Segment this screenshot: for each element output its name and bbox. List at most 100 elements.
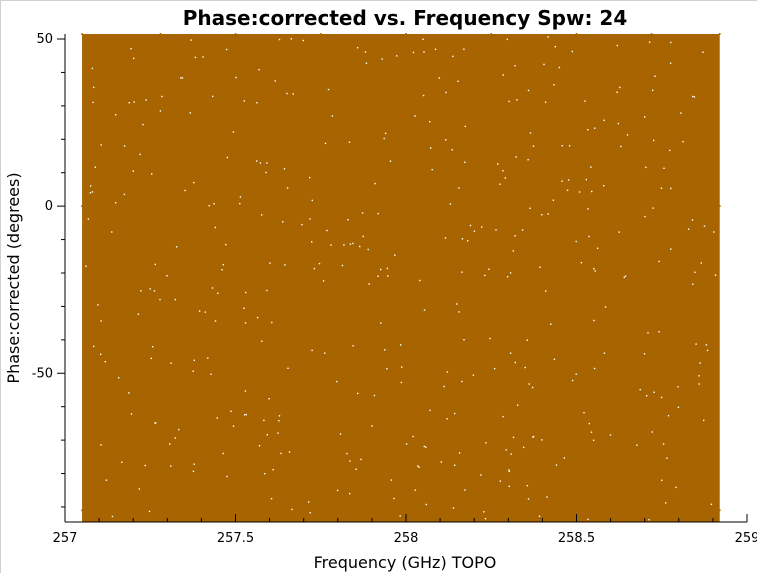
scatter-point (319, 509, 322, 512)
point-gap (646, 395, 648, 397)
point-gap (677, 406, 680, 408)
point-gap (445, 139, 447, 141)
point-gap (497, 163, 499, 165)
point-gap (653, 391, 655, 393)
point-gap (347, 219, 349, 221)
point-gap (505, 449, 507, 451)
point-gap (349, 460, 351, 462)
point-gap (264, 473, 266, 475)
point-gap (170, 362, 172, 364)
scatter-point (234, 33, 237, 35)
point-gap (694, 271, 696, 273)
point-gap (269, 262, 271, 264)
point-gap (244, 322, 247, 324)
point-gap (278, 415, 281, 417)
point-gap (121, 461, 123, 463)
scatter-point (718, 509, 721, 512)
y-axis-ticks: 50 0 -50 (32, 32, 65, 508)
point-gap (181, 77, 184, 79)
point-gap (714, 274, 717, 276)
point-gap (118, 377, 120, 379)
point-gap (603, 185, 605, 187)
point-gap (508, 485, 510, 487)
point-gap (423, 51, 425, 53)
point-gap (585, 178, 587, 181)
point-gap (166, 275, 168, 277)
point-gap (509, 272, 512, 274)
scatter-point (81, 205, 84, 208)
point-gap (151, 173, 153, 175)
point-gap (529, 207, 531, 209)
point-gap (527, 498, 530, 500)
point-gap (278, 38, 281, 41)
point-gap (245, 291, 247, 294)
x-axis-label: Frequency (GHz) TOPO (314, 553, 497, 572)
point-gap (225, 243, 227, 246)
point-gap (326, 229, 328, 232)
point-gap (547, 36, 549, 38)
scatter-point (650, 205, 653, 208)
point-gap (532, 435, 535, 438)
point-gap (644, 116, 646, 118)
point-gap (221, 269, 223, 271)
point-gap (698, 383, 700, 385)
point-gap (274, 80, 276, 82)
point-gap (514, 361, 516, 364)
point-gap (189, 112, 191, 114)
point-gap (194, 56, 197, 59)
point-gap (349, 243, 352, 245)
point-gap (355, 468, 357, 470)
point-gap (508, 100, 510, 103)
point-gap (414, 489, 417, 491)
point-gap (532, 145, 535, 147)
point-gap (588, 422, 590, 425)
point-gap (389, 160, 392, 162)
point-gap (512, 436, 515, 439)
point-gap (452, 507, 455, 509)
point-gap (451, 149, 453, 151)
point-gap (514, 65, 516, 67)
point-gap (140, 290, 142, 292)
point-gap (313, 267, 316, 270)
point-gap (665, 502, 667, 504)
point-gap (282, 221, 284, 223)
point-gap (258, 445, 261, 447)
point-gap (154, 422, 156, 424)
point-gap (277, 432, 279, 434)
point-gap (446, 371, 449, 373)
point-gap (263, 419, 265, 422)
point-gap (653, 139, 655, 142)
point-gap (568, 145, 571, 147)
x-tick-label: 259 (735, 531, 757, 546)
point-gap (687, 228, 690, 230)
point-gap (461, 271, 463, 273)
point-gap (454, 412, 456, 415)
point-gap (698, 375, 700, 377)
point-gap (443, 385, 445, 388)
scatter-point (575, 205, 578, 208)
point-gap (523, 446, 525, 449)
point-gap (365, 62, 368, 64)
scatter-point (718, 205, 721, 208)
point-gap (617, 122, 620, 125)
point-gap (364, 51, 367, 53)
point-gap (710, 503, 713, 505)
point-gap (713, 231, 715, 233)
point-gap (647, 332, 649, 334)
scatter-point (319, 33, 322, 35)
point-gap (174, 298, 176, 301)
point-gap (544, 101, 547, 103)
point-gap (667, 415, 670, 417)
point-gap (481, 226, 483, 228)
point-gap (245, 413, 247, 416)
y-tick-label: -50 (32, 366, 53, 381)
point-gap (571, 379, 574, 382)
point-gap (327, 88, 330, 91)
point-gap (324, 142, 327, 145)
point-gap (670, 41, 672, 44)
point-gap (331, 115, 334, 117)
point-gap (243, 100, 245, 102)
point-gap (105, 479, 108, 481)
point-gap (527, 89, 530, 92)
